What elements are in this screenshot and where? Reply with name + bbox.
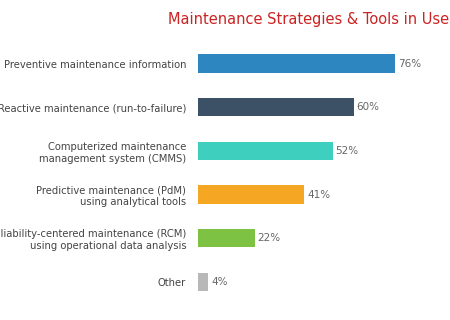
Text: 60%: 60% [356, 102, 379, 112]
Bar [198, 54, 395, 73]
Bar [198, 98, 354, 116]
Text: 4%: 4% [211, 277, 227, 287]
Title: Maintenance Strategies & Tools in Use: Maintenance Strategies & Tools in Use [168, 12, 449, 27]
Text: 41%: 41% [307, 190, 330, 200]
Text: 76%: 76% [398, 59, 421, 68]
Bar [198, 142, 333, 160]
Bar [198, 229, 255, 247]
Bar [198, 186, 304, 204]
Text: 52%: 52% [336, 146, 359, 156]
Text: 22%: 22% [258, 233, 281, 243]
Bar [198, 273, 208, 291]
